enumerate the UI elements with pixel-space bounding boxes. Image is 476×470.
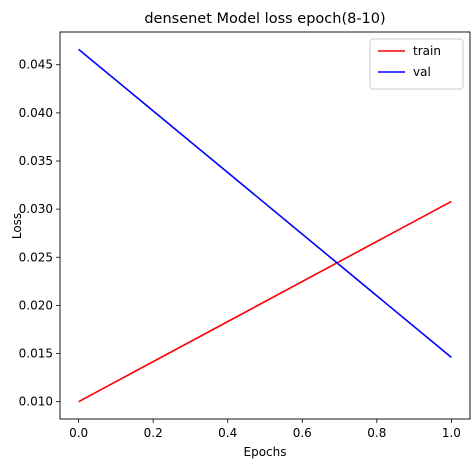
series-line-train <box>78 200 452 403</box>
y-tick-label: 0.020 <box>19 298 53 312</box>
x-axis: 0.0 0.2 0.4 0.6 0.8 1.0 <box>69 419 461 440</box>
y-tick-label: 0.035 <box>19 154 53 168</box>
x-tick-label: 0.2 <box>144 426 163 440</box>
x-tick-label: 0.6 <box>293 426 312 440</box>
chart-title: densenet Model loss epoch(8-10) <box>144 11 385 27</box>
x-tick-label: 0.0 <box>69 426 88 440</box>
y-axis: 0.010 0.015 0.020 0.025 0.030 0.035 0.040 0.045 <box>19 58 60 409</box>
y-tick-label: 0.025 <box>19 250 53 264</box>
y-tick-label: 0.015 <box>19 347 53 361</box>
y-tick-label: 0.010 <box>19 395 53 409</box>
x-tick-label: 0.8 <box>367 426 386 440</box>
x-tick-label: 1.0 <box>442 426 461 440</box>
plot-area <box>60 32 470 419</box>
series-line-val <box>78 48 452 359</box>
legend-label-val: val <box>413 65 431 79</box>
y-tick-label: 0.040 <box>19 106 53 120</box>
legend: train val <box>369 38 464 90</box>
legend-label-train: train <box>413 44 441 58</box>
x-tick-label: 0.4 <box>218 426 237 440</box>
y-tick-label: 0.045 <box>19 58 53 72</box>
y-tick-label: 0.030 <box>19 202 53 216</box>
series-layer <box>78 48 452 403</box>
y-axis-label: Loss <box>10 213 24 239</box>
x-axis-label: Epochs <box>244 445 287 459</box>
plot-frame <box>59 31 471 420</box>
